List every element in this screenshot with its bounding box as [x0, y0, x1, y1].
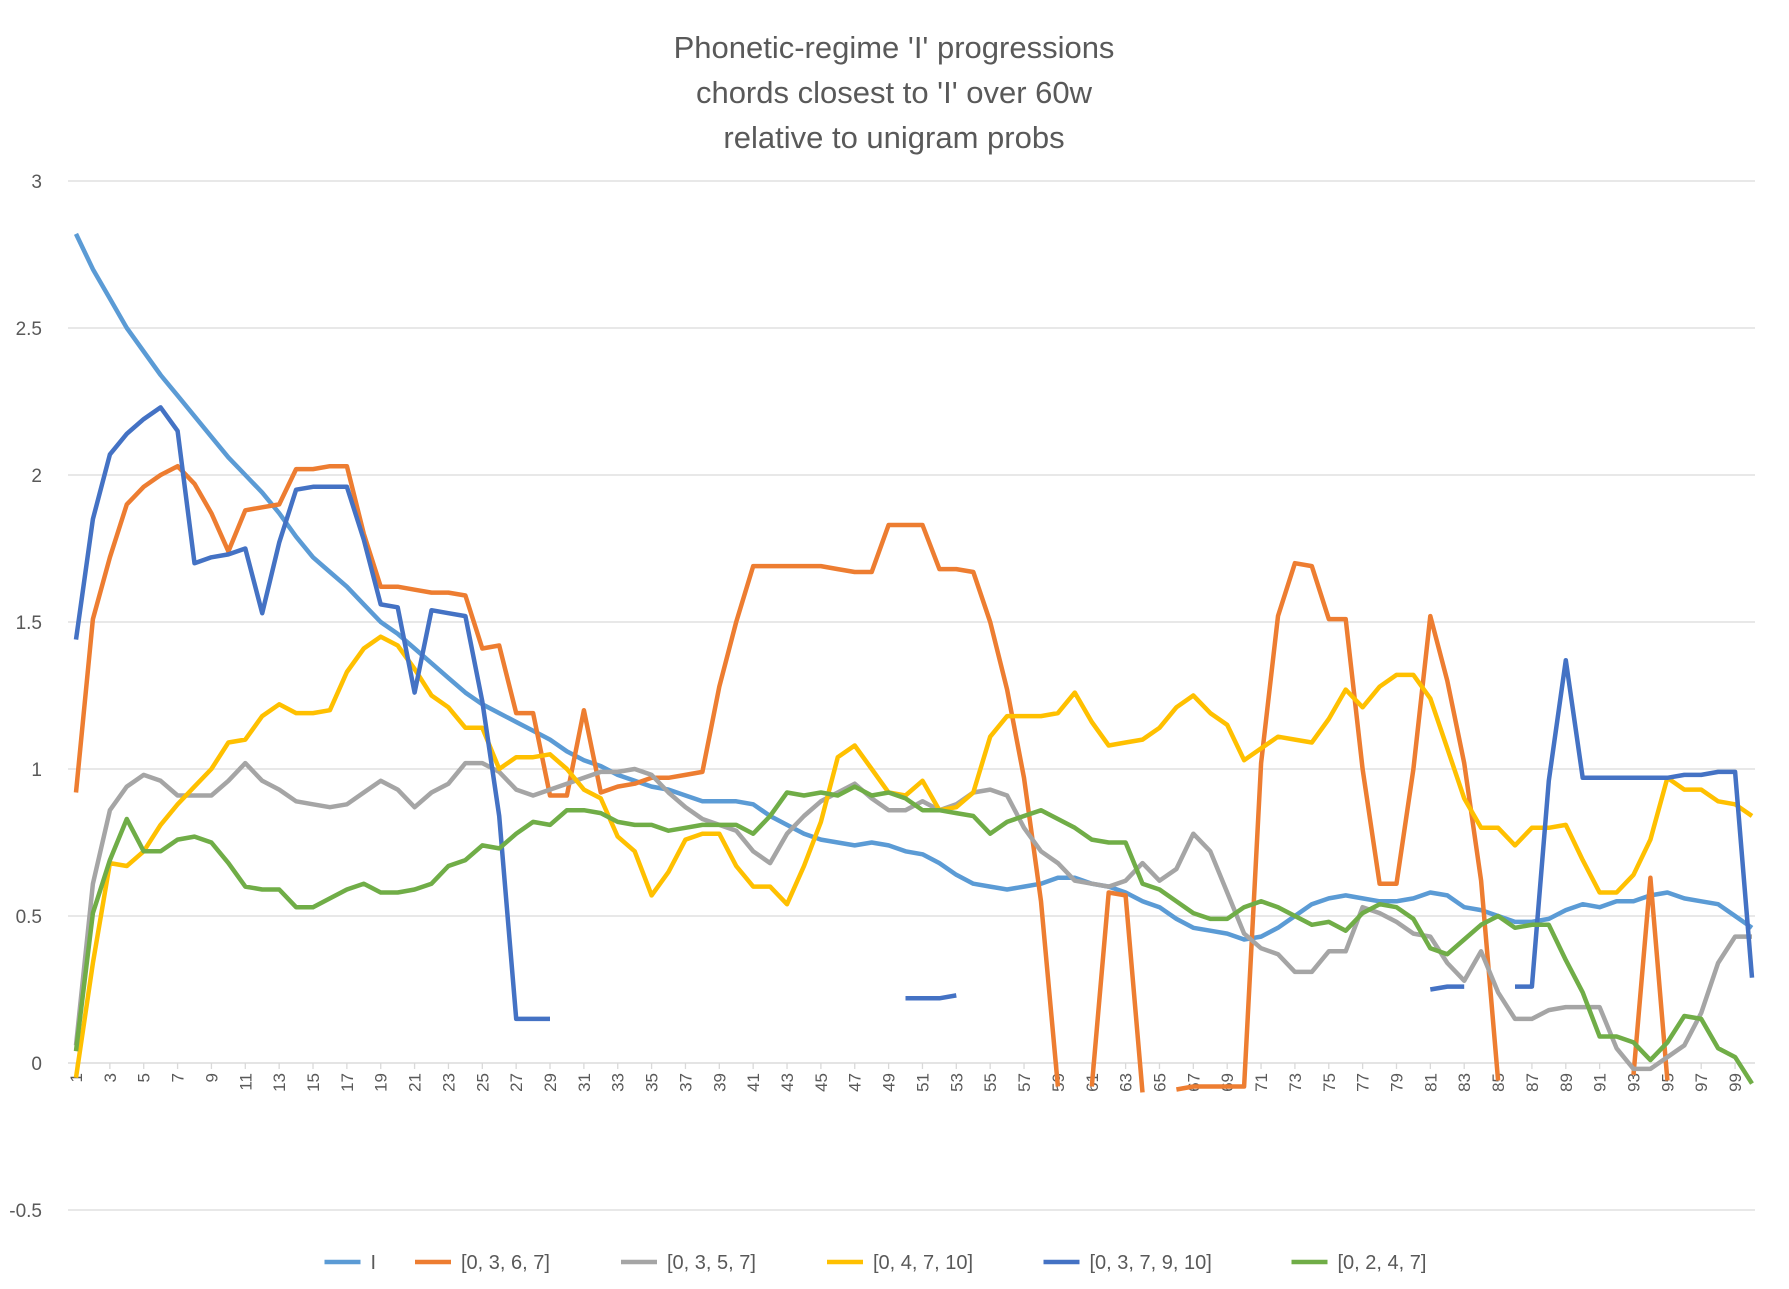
x-tick-label: 49 [880, 1073, 899, 1092]
x-tick-label: 39 [710, 1073, 729, 1092]
x-tick-label: 69 [1218, 1073, 1237, 1092]
series-line-segment [1515, 657, 1755, 989]
x-tick-label: 29 [541, 1073, 560, 1092]
y-tick-label: 1.5 [16, 613, 42, 634]
series-line-segment [73, 634, 1754, 1079]
x-tick-label: 37 [676, 1073, 695, 1092]
series-line-segment [73, 232, 1754, 942]
series-line-segment [905, 993, 957, 1001]
x-tick-label: 65 [1150, 1073, 1169, 1092]
y-tick-label: 3 [31, 172, 42, 193]
y-tick-label: 1 [31, 760, 42, 781]
x-tick-label: 13 [270, 1073, 289, 1092]
x-tick-label: 85 [1489, 1073, 1508, 1092]
series-line-segment [73, 784, 1754, 1085]
series-line-segment [1631, 875, 1670, 1081]
x-tick-label: 9 [202, 1073, 221, 1082]
legend-label-5: [0, 3, 7, 9, 10] [1090, 1252, 1212, 1274]
x-tick-label: 41 [744, 1073, 763, 1092]
x-tick-label: 91 [1591, 1073, 1610, 1092]
series-line-segment [73, 463, 1061, 1087]
series-line-segment [1429, 984, 1465, 992]
x-tick-label: 45 [812, 1073, 831, 1092]
series-6 [73, 784, 1754, 1085]
chart-title-line-3: relative to unigram probs [723, 120, 1064, 155]
series-lines [73, 232, 1755, 1093]
x-tick-label: 99 [1726, 1073, 1745, 1092]
x-axis: 1 3 5 7 9 11 13 15 17 19 21 23 25 27 29 31 33 35 37 39 41 43 4… [67, 1062, 1755, 1092]
x-tick-label: 57 [1015, 1073, 1034, 1092]
legend-label-6: [0, 2, 4, 7] [1338, 1252, 1427, 1274]
x-tick-label: 33 [609, 1073, 628, 1092]
x-tick-label: 63 [1117, 1073, 1136, 1092]
x-tick-label: 97 [1692, 1073, 1711, 1092]
legend: I [0, 3, 6, 7] [0, 3, 5, 7] [0, 4, 7, 10] [0… [324, 1252, 1427, 1274]
x-tick-label: 93 [1624, 1073, 1643, 1092]
x-tick-label: 75 [1320, 1073, 1339, 1092]
legend-label-4: [0, 4, 7, 10] [873, 1252, 973, 1274]
legend-label-1: I [371, 1252, 377, 1274]
series-line-segment [1176, 560, 1501, 1092]
x-tick-label: 71 [1252, 1073, 1271, 1092]
x-tick-label: 55 [981, 1073, 1000, 1092]
y-tick-label: -0.5 [9, 1201, 42, 1222]
x-tick-label: 51 [913, 1073, 932, 1092]
x-tick-label: 3 [101, 1073, 120, 1082]
x-tick-label: 95 [1658, 1073, 1677, 1092]
legend-label-2: [0, 3, 6, 7] [461, 1252, 550, 1274]
x-tick-label: 23 [439, 1073, 458, 1092]
x-tick-label: 87 [1523, 1073, 1542, 1092]
x-tick-label: 81 [1421, 1073, 1440, 1092]
y-tick-label: 2.5 [16, 319, 42, 340]
x-tick-label: 11 [236, 1073, 255, 1091]
series-4 [73, 634, 1754, 1079]
x-tick-label: 17 [338, 1073, 357, 1092]
x-tick-label: 53 [947, 1073, 966, 1092]
x-tick-label: 21 [406, 1073, 425, 1092]
y-tick-label: 2 [31, 466, 42, 487]
series-2 [73, 463, 1670, 1093]
x-tick-label: 77 [1354, 1073, 1373, 1092]
x-tick-label: 19 [372, 1073, 391, 1092]
x-tick-label: 73 [1286, 1073, 1305, 1092]
x-tick-label: 35 [643, 1073, 662, 1092]
chart-title-line-2: chords closest to 'I' over 60w [696, 75, 1093, 110]
x-tick-label: 89 [1557, 1073, 1576, 1092]
y-tick-label: 0.5 [16, 907, 42, 928]
x-tick-label: 27 [507, 1073, 526, 1092]
x-tick-label: 47 [846, 1073, 865, 1092]
x-tick-label: 7 [169, 1073, 188, 1082]
x-tick-label: 15 [304, 1073, 323, 1092]
x-tick-label: 79 [1387, 1073, 1406, 1092]
x-tick-label: 5 [135, 1073, 154, 1082]
y-tick-label: 0 [31, 1054, 42, 1075]
x-tick-label: 25 [473, 1073, 492, 1092]
series-5 [73, 405, 1755, 1022]
x-tick-label: 83 [1455, 1073, 1474, 1092]
series-line-segment [73, 405, 550, 1022]
x-tick-label: 31 [575, 1073, 594, 1092]
chart-title-line-1: Phonetic-regime 'I' progressions [674, 30, 1115, 65]
legend-label-3: [0, 3, 5, 7] [667, 1252, 756, 1274]
gridlines [68, 180, 1755, 1211]
y-axis-tick-labels: -0.5 0 0.5 1 1.5 2 2.5 3 [9, 172, 42, 1222]
series-line-segment [1089, 890, 1145, 1093]
series-1 [73, 232, 1754, 942]
x-tick-label: 43 [778, 1073, 797, 1092]
chart-title: Phonetic-regime 'I' progressions chords c… [674, 30, 1115, 155]
